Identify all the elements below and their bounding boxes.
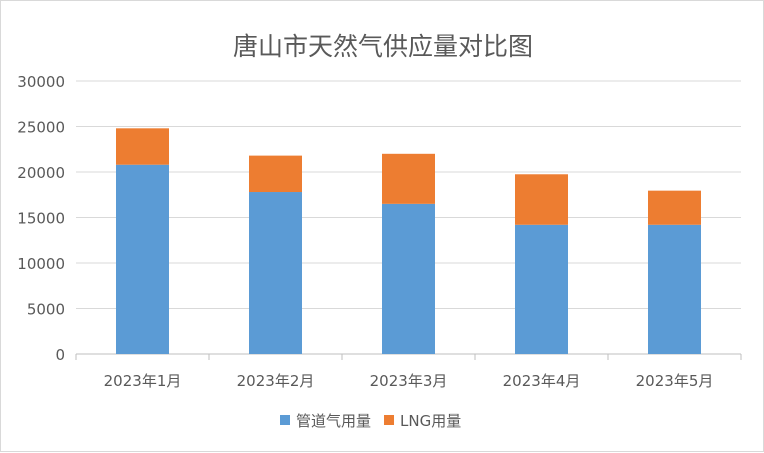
bar-segment — [515, 174, 568, 225]
bar-segment — [116, 164, 169, 354]
legend-swatch — [280, 415, 290, 425]
legend-swatch — [384, 415, 395, 425]
bar-segment — [382, 203, 435, 354]
y-tick-label: 0 — [55, 346, 65, 364]
x-tick-label: 2023年3月 — [370, 372, 448, 390]
chart-title: 唐山市天然气供应量对比图 — [233, 32, 533, 61]
x-tick-label: 2023年1月 — [104, 372, 182, 390]
x-tick-label: 2023年5月 — [636, 372, 714, 390]
y-tick-label: 15000 — [17, 210, 65, 228]
legend-label: LNG用量 — [400, 412, 461, 430]
bar-segment — [116, 128, 169, 165]
bar-segment — [515, 224, 568, 354]
y-tick-label: 20000 — [17, 164, 65, 182]
y-tick-label: 10000 — [17, 255, 65, 273]
bar-segment — [249, 155, 302, 193]
y-tick-label: 5000 — [27, 301, 65, 319]
y-tick-label: 25000 — [17, 119, 65, 137]
x-tick-label: 2023年4月 — [503, 372, 581, 390]
x-tick-label: 2023年2月 — [237, 372, 315, 390]
bar-segment — [648, 190, 701, 225]
legend-label: 管道气用量 — [296, 412, 371, 430]
bar-segment — [249, 192, 302, 354]
y-tick-label: 30000 — [17, 73, 65, 91]
bar-segment — [382, 153, 435, 204]
bar-segment — [648, 224, 701, 354]
